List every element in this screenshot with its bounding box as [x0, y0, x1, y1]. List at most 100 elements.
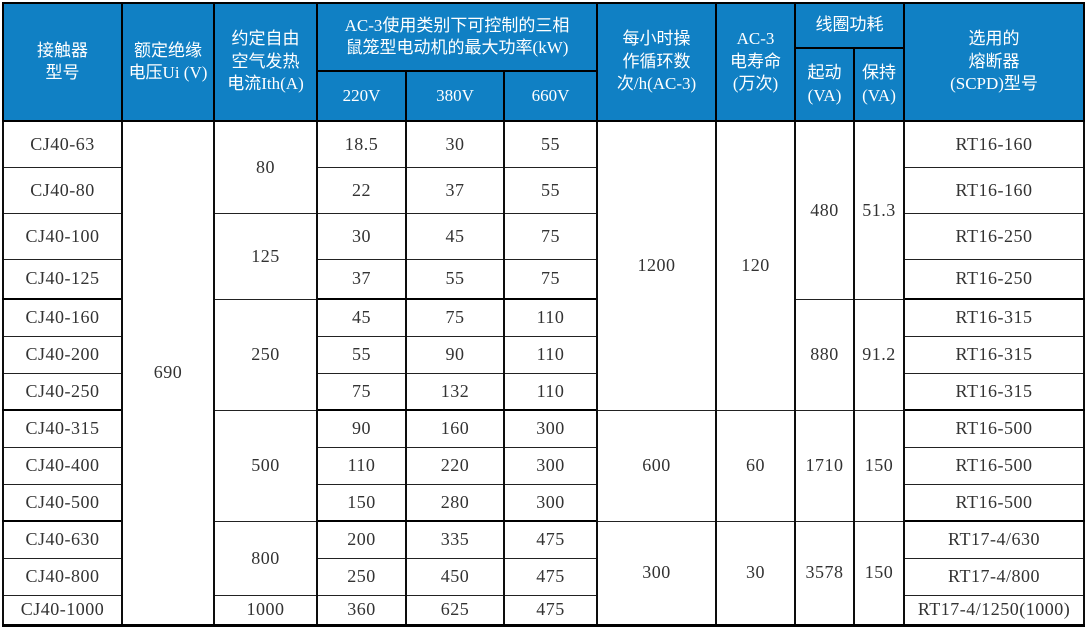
- table-row: CJ40-315 500 90 160 300 600 60 1710 150 …: [2, 409, 1085, 522]
- table-row: CJ40-400 110 220 300 RT16-500: [2, 446, 1085, 485]
- cell-p220: 55: [316, 335, 407, 374]
- cell-p220: 360: [316, 594, 407, 626]
- cell-life: 120: [715, 120, 797, 411]
- cell-p220: 45: [316, 298, 407, 337]
- cell-fuse: RT17-4/800: [903, 557, 1085, 596]
- cell-model: CJ40-250: [2, 372, 123, 411]
- cell-p220: 90: [316, 409, 407, 448]
- cell-model: CJ40-500: [2, 483, 123, 522]
- cell-model: CJ40-800: [2, 557, 123, 596]
- cell-p220: 75: [316, 372, 407, 411]
- cell-model: CJ40-80: [2, 166, 123, 214]
- cell-p660: 475: [502, 594, 599, 626]
- table-row: CJ40-63 690 80 18.5 30 55 1200 120 480 5…: [2, 120, 1085, 626]
- cell-p660: 300: [502, 446, 599, 485]
- cell-p380: 37: [405, 166, 505, 214]
- table-row: CJ40-80 22 37 55 RT16-160: [2, 166, 1085, 214]
- header-contactor-model: 接触器 型号: [2, 2, 123, 122]
- cell-p660: 55: [502, 166, 599, 214]
- cell-ith: 500: [213, 409, 318, 522]
- cell-fuse: RT16-160: [903, 120, 1085, 168]
- table-row: CJ40-500 150 280 300 RT16-500: [2, 483, 1085, 522]
- cell-p380: 450: [405, 557, 505, 596]
- cell-p660: 75: [502, 258, 599, 300]
- header-thermal-current: 约定自由 空气发热 电流Ith(A): [213, 2, 318, 122]
- cell-p380: 335: [405, 520, 505, 559]
- cell-model: CJ40-630: [2, 520, 123, 559]
- cell-coil-start: 880: [794, 298, 856, 411]
- table-row: CJ40-630 800 200 335 475 300 30 3578 150…: [2, 520, 1085, 626]
- table-row: CJ40-160 250 45 75 110 880 91.2 RT16-315: [2, 298, 1085, 411]
- header-rated-voltage: 额定绝缘 电压Ui (V): [121, 2, 215, 122]
- cell-p220: 18.5: [316, 120, 407, 168]
- cell-model: CJ40-1000: [2, 594, 123, 626]
- cell-coil-hold: 150: [853, 520, 906, 626]
- cell-p220: 30: [316, 212, 407, 260]
- cell-p220: 200: [316, 520, 407, 559]
- header-coil-hold: 保持 (VA): [853, 47, 906, 122]
- table-row: CJ40-125 37 55 75 RT16-250: [2, 258, 1085, 300]
- header-electrical-life: AC-3 电寿命 (万次): [715, 2, 797, 122]
- cell-model: CJ40-125: [2, 258, 123, 300]
- header-220v: 220V: [316, 70, 407, 122]
- header-380v: 380V: [405, 70, 505, 122]
- cell-life: 60: [715, 409, 797, 522]
- cell-cycles: 600: [596, 409, 718, 522]
- table-row: CJ40-200 55 90 110 RT16-315: [2, 335, 1085, 374]
- cell-p660: 475: [502, 520, 599, 559]
- cell-p220: 250: [316, 557, 407, 596]
- cell-fuse: RT16-160: [903, 166, 1085, 214]
- cell-p660: 110: [502, 335, 599, 374]
- cell-ui-voltage: 690: [121, 120, 215, 626]
- cell-p660: 110: [502, 372, 599, 411]
- cell-p660: 300: [502, 483, 599, 522]
- cell-fuse: RT16-315: [903, 298, 1085, 337]
- cell-fuse: RT16-315: [903, 335, 1085, 374]
- cell-coil-start: 3578: [794, 520, 856, 626]
- cell-coil-start: 1710: [794, 409, 856, 522]
- cell-fuse: RT16-500: [903, 409, 1085, 448]
- cell-fuse: RT16-250: [903, 258, 1085, 300]
- table-row: CJ40-100 125 30 45 75 RT16-250: [2, 212, 1085, 300]
- cell-fuse: RT16-315: [903, 372, 1085, 411]
- cell-coil-start: 480: [794, 120, 856, 300]
- cell-model: CJ40-100: [2, 212, 123, 260]
- cell-p220: 22: [316, 166, 407, 214]
- cell-ith: 80: [213, 120, 318, 214]
- cell-p380: 132: [405, 372, 505, 411]
- header-cycles-per-hour: 每小时操 作循环数 次/h(AC-3): [596, 2, 718, 122]
- header-fuse: 选用的 熔断器 (SCPD)型号: [903, 2, 1085, 122]
- cell-model: CJ40-63: [2, 120, 123, 168]
- cell-p660: 300: [502, 409, 599, 448]
- cell-p660: 475: [502, 557, 599, 596]
- cell-fuse: RT16-250: [903, 212, 1085, 260]
- cell-coil-hold: 91.2: [853, 298, 906, 411]
- header-660v: 660V: [502, 70, 599, 122]
- cell-p380: 220: [405, 446, 505, 485]
- cell-p380: 45: [405, 212, 505, 260]
- cell-model: CJ40-200: [2, 335, 123, 374]
- cell-p380: 55: [405, 258, 505, 300]
- cell-cycles: 1200: [596, 120, 718, 411]
- header-coil-start: 起动 (VA): [794, 47, 856, 122]
- cell-p660: 75: [502, 212, 599, 260]
- cell-coil-hold: 150: [853, 409, 906, 522]
- cell-ith: 125: [213, 212, 318, 300]
- table-row: CJ40-800 250 450 475 RT17-4/800: [2, 557, 1085, 596]
- cell-p380: 625: [405, 594, 505, 626]
- table-body: CJ40-63 690 80 18.5 30 55 1200 120 480 5…: [2, 120, 1085, 626]
- cell-model: CJ40-160: [2, 298, 123, 337]
- cell-p380: 90: [405, 335, 505, 374]
- cell-life: 30: [715, 520, 797, 626]
- table-header: 接触器 型号 额定绝缘 电压Ui (V) 约定自由 空气发热 电流Ith(A) …: [2, 2, 1085, 122]
- cell-model: CJ40-315: [2, 409, 123, 448]
- cell-p220: 37: [316, 258, 407, 300]
- cell-ith: 800: [213, 520, 318, 596]
- cell-fuse: RT17-4/630: [903, 520, 1085, 559]
- table-row: CJ40-1000 1000 360 625 475 RT17-4/1250(1…: [2, 594, 1085, 626]
- cell-ith: 250: [213, 298, 318, 411]
- cell-fuse: RT17-4/1250(1000): [903, 594, 1085, 626]
- cell-p380: 30: [405, 120, 505, 168]
